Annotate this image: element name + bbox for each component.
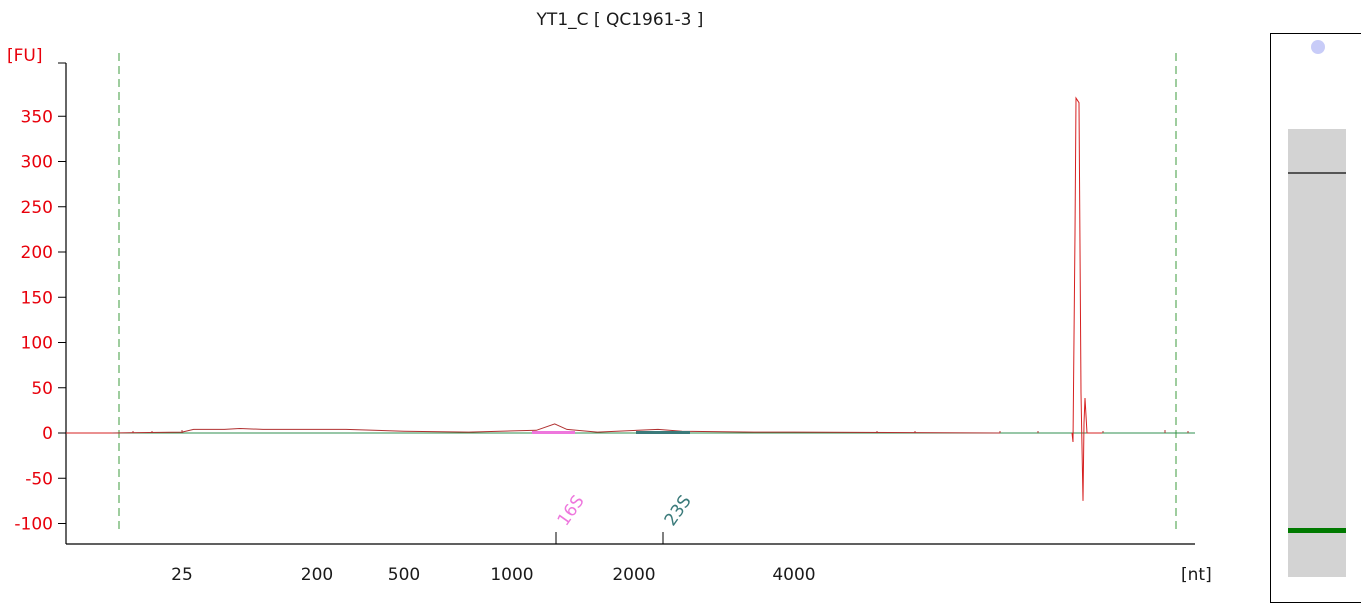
y-tick-label: 250 bbox=[21, 198, 53, 218]
y-tick-label: 300 bbox=[21, 153, 53, 173]
gel-lane bbox=[1288, 129, 1346, 577]
chart-title: YT1_C [ QC1961-3 ] bbox=[536, 10, 704, 30]
marker-spike bbox=[1071, 96, 1102, 501]
y-tick-label: 200 bbox=[21, 243, 53, 263]
electropherogram-chart: YT1_C [ QC1961-3 ] [FU] [nt] -100 -50 0 50 1… bbox=[7, 10, 1212, 585]
gel-upper-band bbox=[1288, 172, 1346, 174]
peak-label-23S: 23S bbox=[661, 492, 696, 530]
y-tick-label: 0 bbox=[42, 424, 53, 444]
peak-region-16S bbox=[532, 431, 575, 434]
plot-area: 16S 23S bbox=[66, 96, 1195, 544]
y-axis-ticks: -100 -50 0 50 100 150 200 250 300 350 bbox=[14, 62, 66, 535]
y-tick-label: -50 bbox=[25, 469, 53, 489]
y-tick-label: 350 bbox=[21, 107, 53, 127]
gel-image bbox=[1270, 33, 1361, 603]
x-tick-label: 4000 bbox=[772, 565, 815, 585]
y-tick-label: -100 bbox=[14, 515, 53, 535]
peak-region-23S bbox=[636, 431, 690, 434]
gel-marker-band bbox=[1288, 528, 1346, 533]
gel-well-dot bbox=[1311, 40, 1325, 54]
x-tick-label: 200 bbox=[301, 565, 333, 585]
y-axis-unit-label: [FU] bbox=[7, 46, 43, 66]
x-tick-label: 1000 bbox=[490, 565, 533, 585]
y-tick-label: 150 bbox=[21, 288, 53, 308]
peak-label-16S: 16S bbox=[554, 492, 589, 530]
x-axis-unit-label: [nt] bbox=[1181, 565, 1212, 585]
x-tick-label: 2000 bbox=[612, 565, 655, 585]
axes bbox=[65, 53, 1195, 545]
y-tick-label: 50 bbox=[31, 379, 53, 399]
x-tick-label: 25 bbox=[171, 565, 193, 585]
y-tick-label: 100 bbox=[21, 334, 53, 354]
x-tick-label: 500 bbox=[388, 565, 420, 585]
x-axis-ticks: 25 200 500 1000 2000 4000 bbox=[171, 565, 815, 585]
